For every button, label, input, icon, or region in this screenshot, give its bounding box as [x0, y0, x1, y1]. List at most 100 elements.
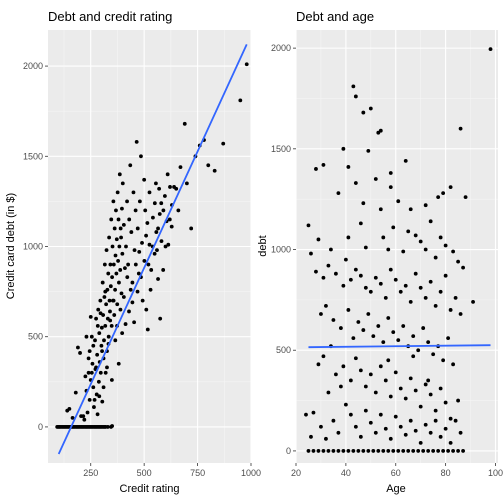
right-data-point — [373, 430, 378, 435]
right-data-point — [346, 308, 351, 312]
left-data-point — [244, 62, 249, 67]
right-data-point — [373, 390, 378, 395]
right-data-point — [319, 312, 323, 316]
right-data-point — [309, 434, 313, 439]
right-data-point — [338, 384, 343, 389]
left-data-point — [84, 334, 89, 339]
right-data-point — [423, 382, 428, 387]
left-data-point — [143, 208, 148, 213]
left-data-point — [157, 212, 162, 216]
left-data-point — [97, 394, 102, 399]
right-data-point — [386, 449, 391, 453]
right-data-point — [433, 304, 438, 308]
right-grid — [295, 30, 498, 463]
right-data-point — [453, 295, 458, 300]
left-data-point — [145, 221, 150, 225]
left-data-point — [161, 268, 166, 272]
right-data-point — [423, 203, 428, 208]
left-data-point — [87, 349, 92, 354]
left-data-point — [178, 165, 183, 170]
left-data-point — [133, 208, 138, 213]
left-y-tick-label: 500 — [28, 332, 43, 342]
right-data-point — [361, 328, 366, 332]
right-data-point — [426, 340, 431, 345]
right-data-point — [388, 267, 393, 272]
left-data-point — [99, 343, 104, 348]
left-data-point — [95, 352, 100, 357]
left-data-point — [206, 163, 211, 168]
right-data-point — [366, 312, 371, 316]
left-data-point — [114, 271, 119, 276]
left-data-point — [161, 208, 166, 213]
left-data-point — [96, 307, 101, 312]
left-data-point — [184, 181, 189, 186]
left-data-point — [142, 259, 147, 263]
right-data-point — [443, 273, 448, 278]
right-data-point — [341, 449, 346, 453]
right-data-point — [393, 370, 398, 375]
right-data-point — [336, 449, 341, 453]
left-data-point — [73, 390, 78, 395]
right-x-tick-label: 40 — [341, 468, 351, 478]
left-data-point — [174, 186, 179, 191]
right-data-point — [401, 249, 406, 254]
right-data-point — [316, 449, 321, 453]
right-data-point — [316, 362, 321, 367]
right-data-point — [416, 348, 421, 353]
left-data-point — [67, 406, 72, 411]
left-data-point — [118, 226, 123, 231]
right-data-point — [324, 304, 328, 308]
left-data-point — [137, 199, 142, 204]
right-data-point — [446, 449, 451, 453]
right-data-point — [438, 235, 443, 240]
right-x-axis-title: Age — [386, 483, 406, 495]
left-data-point — [83, 374, 88, 379]
left-data-point — [121, 295, 126, 299]
right-y-axis-title: debt — [257, 235, 269, 256]
right-data-point — [371, 334, 376, 339]
left-data-point — [125, 199, 129, 204]
right-data-point — [438, 434, 443, 439]
left-data-point — [97, 331, 102, 335]
right-data-point — [426, 449, 431, 453]
left-data-point — [116, 361, 121, 366]
right-data-point — [386, 358, 391, 363]
right-data-point — [383, 426, 388, 431]
right-data-point — [403, 432, 408, 437]
left-x-tick-label: 500 — [137, 468, 152, 478]
right-data-point — [321, 163, 326, 167]
right-data-point — [378, 412, 383, 417]
left-data-point — [105, 425, 110, 429]
right-x-tick-label: 20 — [291, 468, 301, 478]
right-y-tick-label: 1000 — [271, 245, 291, 255]
left-data-point — [128, 163, 133, 168]
right-data-point — [361, 449, 366, 453]
right-data-point — [321, 275, 326, 280]
right-data-point — [416, 449, 421, 453]
right-data-point — [438, 386, 443, 391]
left-data-point — [136, 271, 141, 276]
right-data-point — [458, 312, 463, 316]
right-data-point — [351, 449, 356, 453]
right-data-point — [488, 47, 493, 52]
left-data-point — [156, 277, 160, 281]
left-data-point — [89, 370, 94, 375]
left-data-point — [108, 309, 112, 314]
left-data-point — [118, 307, 123, 312]
left-data-point — [221, 141, 226, 146]
right-data-point — [443, 426, 448, 431]
right-data-point — [393, 277, 398, 282]
right-data-point — [311, 410, 316, 415]
left-data-point — [106, 334, 111, 339]
right-data-point — [398, 386, 403, 391]
left-data-point — [149, 268, 154, 272]
right-data-point — [353, 424, 358, 429]
left-data-point — [144, 307, 149, 312]
left-data-point — [76, 345, 80, 350]
left-data-point — [182, 121, 187, 126]
right-data-point — [463, 195, 468, 200]
right-data-point — [421, 449, 426, 453]
right-chart: Debt and age 0 500 1000 1500 2000 20 40 60 80 10… — [257, 9, 503, 495]
left-data-point — [158, 316, 163, 321]
left-data-point — [107, 235, 112, 240]
